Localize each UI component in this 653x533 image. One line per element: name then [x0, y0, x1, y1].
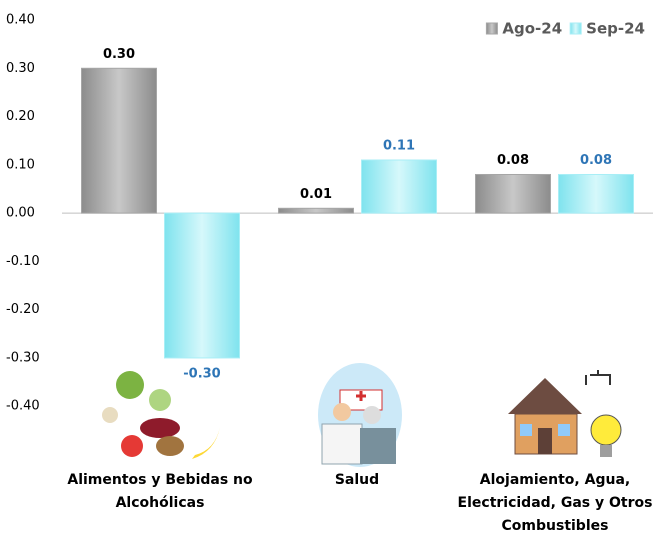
bar [558, 173, 634, 214]
value-label: -0.30 [183, 366, 220, 381]
icons [102, 363, 622, 467]
category-label: Alojamiento, Agua, Electricidad, Gas y O… [457, 472, 653, 533]
category-label: Salud [334, 472, 380, 488]
value-label: 0.30 [103, 47, 135, 62]
value-label: 0.08 [580, 153, 612, 168]
bar [81, 67, 157, 214]
y-tick-label: -0.10 [6, 254, 40, 269]
legend-label: Sep-24 [586, 20, 645, 38]
category-label: Alimentos y Bebidas no Alcohólicas [67, 472, 253, 511]
y-tick-label: 0.10 [6, 157, 35, 172]
y-tick-label: -0.30 [6, 350, 40, 365]
y-tick-label: -0.20 [6, 302, 40, 317]
legend-label: Ago-24 [502, 20, 562, 38]
y-tick-label: 0.30 [6, 61, 35, 76]
value-label: 0.01 [300, 187, 332, 202]
bar [475, 173, 551, 214]
bar [164, 212, 240, 359]
y-tick-label: 0.20 [6, 109, 35, 124]
bar [278, 207, 354, 214]
legend-swatch [485, 22, 498, 35]
y-tick-label: 0.00 [6, 206, 35, 221]
value-label: 0.11 [383, 139, 415, 154]
value-label: 0.08 [497, 153, 529, 168]
bar [361, 159, 437, 214]
legend-swatch [569, 22, 582, 35]
y-tick-label: -0.40 [6, 399, 40, 414]
y-tick-label: 0.40 [6, 13, 35, 28]
